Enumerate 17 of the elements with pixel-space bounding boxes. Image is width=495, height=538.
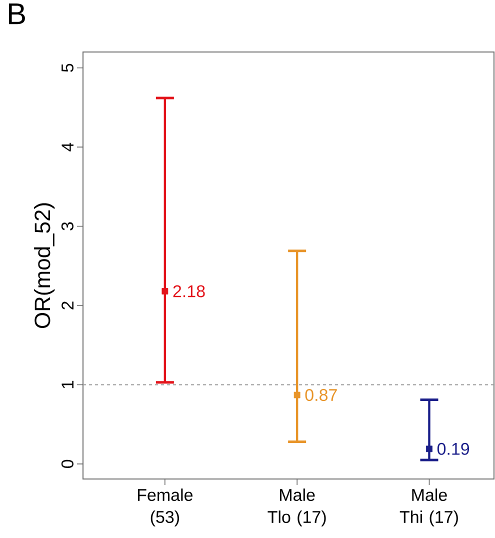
x-tick-label: Male Thi (17) — [400, 488, 458, 526]
y-tick-label: 0 — [61, 460, 74, 468]
text: B — [8, 4, 25, 24]
y-axis-title: OR(mod_52) — [34, 203, 55, 328]
point — [426, 446, 432, 452]
data-label: 0.19 — [437, 442, 470, 455]
point — [294, 392, 300, 398]
point — [162, 288, 168, 294]
y-tick-label: 5 — [62, 64, 74, 72]
y-tick-label: 4 — [62, 142, 74, 152]
y-tick-label: 3 — [61, 222, 74, 230]
data-label: 2.18 — [173, 285, 205, 298]
y-tick-label: 2 — [62, 302, 74, 310]
data-label: 0.87 — [305, 389, 337, 402]
x-tick-label: Male Tlo (17) — [268, 488, 326, 526]
x-tick-label: Female (53) — [138, 488, 193, 526]
y-tick-label: 1 — [62, 380, 74, 388]
